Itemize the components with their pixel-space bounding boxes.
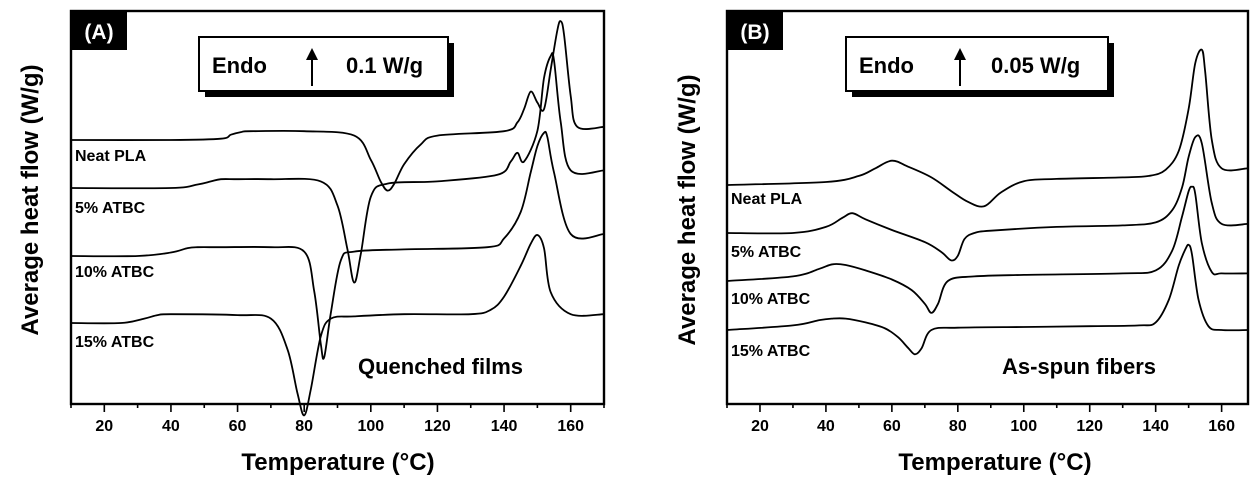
panel-a-ylabel: Average heat flow (W/g) bbox=[17, 64, 44, 335]
panel-b-xtick-label: 160 bbox=[1208, 418, 1235, 435]
panel-a-trace-4 bbox=[70, 234, 605, 417]
panel-b-scale-frame bbox=[845, 36, 1109, 92]
panel-b-trace-3 bbox=[726, 185, 1249, 314]
panel-a-badge-bg bbox=[71, 11, 127, 50]
panel-a-xtick-label: 60 bbox=[229, 418, 247, 435]
panel-a-badge: (A) bbox=[71, 11, 127, 50]
panel-a-series-label-4: 15% ATBC bbox=[75, 334, 155, 351]
panel-b-traces bbox=[726, 48, 1249, 356]
panel-a-xtick-label: 160 bbox=[557, 418, 584, 435]
panel-b: Average heat flow (W/g) 20 40 60 80 100 120 14… bbox=[674, 9, 1250, 476]
panel-b-trace-2 bbox=[726, 134, 1249, 262]
panel-b-scale-value: 0.05 W/g bbox=[991, 53, 1080, 78]
panel-a-xtick-label: 120 bbox=[424, 418, 451, 435]
panel-a-xtick-label: 100 bbox=[357, 418, 384, 435]
panel-a-series-label-1: Neat PLA bbox=[75, 148, 147, 165]
panel-b-annotation: As-spun fibers bbox=[1002, 354, 1156, 379]
panel-b-badge-label: (B) bbox=[740, 21, 769, 44]
panel-b-series-label-1: Neat PLA bbox=[731, 191, 803, 208]
panel-a-series-label-2: 5% ATBC bbox=[75, 200, 146, 217]
panel-b-scale-box: Endo 0.05 W/g bbox=[845, 36, 1114, 97]
panel-a-xlabel: Temperature (°C) bbox=[241, 449, 434, 476]
panel-a-xticks: 20 40 60 80 100 120 140 160 bbox=[70, 404, 605, 435]
panel-a-xtick-label: 140 bbox=[491, 418, 518, 435]
panel-b-xtick-label: 40 bbox=[817, 418, 835, 435]
panel-a-trace-2 bbox=[70, 52, 605, 284]
panel-a-traces bbox=[70, 20, 605, 417]
panel-a-scale-value: 0.1 W/g bbox=[346, 53, 423, 78]
panel-a-xtick-label: 20 bbox=[95, 418, 113, 435]
panel-b-xtick-label: 120 bbox=[1076, 418, 1103, 435]
panel-a-trace-1 bbox=[70, 20, 605, 192]
panel-a-scale-box: Endo 0.1 W/g bbox=[198, 36, 454, 97]
panel-b-badge: (B) bbox=[727, 11, 783, 50]
panel-a-xtick-label: 40 bbox=[162, 418, 180, 435]
panel-b-trace-1 bbox=[726, 48, 1249, 208]
panel-a-annotation: Quenched films bbox=[358, 354, 523, 379]
panel-b-series-label-3: 10% ATBC bbox=[731, 291, 811, 308]
up-arrow-icon bbox=[954, 48, 966, 60]
panel-b-xlabel: Temperature (°C) bbox=[898, 449, 1091, 476]
panel-a-series-label-3: 10% ATBC bbox=[75, 264, 155, 281]
panel-b-xtick-label: 20 bbox=[751, 418, 769, 435]
panel-b-ylabel: Average heat flow (W/g) bbox=[674, 74, 701, 345]
panel-b-xtick-label: 60 bbox=[883, 418, 901, 435]
up-arrow-icon bbox=[306, 48, 318, 60]
panel-b-xticks: 20 40 60 80 100 120 140 160 bbox=[726, 404, 1235, 435]
panel-b-xtick-label: 100 bbox=[1010, 418, 1037, 435]
panel-a-trace-3 bbox=[70, 130, 605, 360]
panel-b-xtick-label: 140 bbox=[1142, 418, 1169, 435]
panel-a-endo-label: Endo bbox=[212, 53, 267, 78]
panel-b-series-label-2: 5% ATBC bbox=[731, 244, 802, 261]
panel-a-badge-label: (A) bbox=[84, 21, 113, 44]
panel-b-trace-4 bbox=[726, 243, 1249, 356]
panel-b-endo-label: Endo bbox=[859, 53, 914, 78]
panel-b-series-label-4: 15% ATBC bbox=[731, 343, 811, 360]
panel-b-frame bbox=[725, 9, 1250, 406]
panel-a-xtick-label: 80 bbox=[295, 418, 313, 435]
panel-a: Average heat flow (W/g) 20 40 60 80 100 120 14… bbox=[17, 9, 606, 476]
panel-b-xtick-label: 80 bbox=[949, 418, 967, 435]
panel-b-badge-bg bbox=[727, 11, 783, 50]
panel-a-scale-frame bbox=[198, 36, 449, 92]
